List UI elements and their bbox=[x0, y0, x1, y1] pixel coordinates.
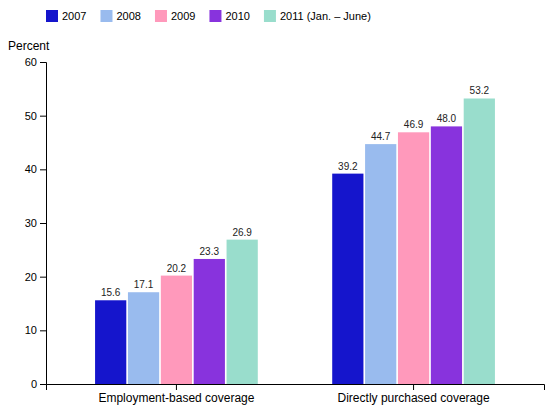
chart: 0 10 20 30 40 50 60 Employment-based coverage Di… bbox=[0, 0, 560, 420]
bar bbox=[431, 126, 462, 384]
data-label: 44.7 bbox=[371, 131, 391, 142]
bar bbox=[95, 300, 126, 384]
bar bbox=[161, 276, 192, 384]
plot: 0 10 20 30 40 50 60 Employment-based coverage Di… bbox=[25, 56, 545, 405]
y-tick-label: 0 bbox=[31, 378, 37, 390]
x-tick-label: Employment-based coverage bbox=[98, 391, 254, 405]
y-tick-label: 40 bbox=[25, 163, 37, 175]
legend-item: 2011 (Jan. – June) bbox=[264, 10, 371, 22]
legend-label: 2010 bbox=[225, 10, 249, 22]
bar bbox=[128, 292, 159, 384]
legend-swatch bbox=[46, 10, 58, 22]
data-label: 17.1 bbox=[134, 279, 154, 290]
y-tick-mark bbox=[40, 169, 46, 170]
x-tick-label: Directly purchased coverage bbox=[338, 391, 490, 405]
y-tick-mark bbox=[40, 384, 46, 385]
x-tick-mark bbox=[413, 384, 414, 390]
x-tick: Employment-based coverage bbox=[98, 384, 254, 405]
y-tick-label: 10 bbox=[25, 324, 37, 336]
data-label: 15.6 bbox=[101, 287, 121, 298]
legend-item: 2008 bbox=[100, 10, 140, 22]
y-tick: 10 bbox=[25, 324, 46, 336]
legend-label: 2008 bbox=[116, 10, 140, 22]
data-label: 26.9 bbox=[232, 227, 252, 238]
bar bbox=[365, 144, 396, 384]
x-tick: Directly purchased coverage bbox=[338, 384, 490, 405]
data-label: 23.3 bbox=[200, 246, 220, 257]
bar bbox=[194, 259, 225, 384]
bar bbox=[332, 174, 363, 384]
data-label: 20.2 bbox=[167, 263, 187, 274]
y-tick-label: 30 bbox=[25, 217, 37, 229]
y-tick-label: 20 bbox=[25, 271, 37, 283]
bar bbox=[398, 132, 429, 384]
bar bbox=[227, 240, 258, 384]
y-tick: 60 bbox=[25, 56, 46, 68]
legend: 2007 2008 2009 2010 2011 (Jan. – June) bbox=[46, 10, 371, 22]
x-axis: Employment-based coverage Directly purcha… bbox=[47, 384, 545, 405]
y-tick-label: 50 bbox=[25, 110, 37, 122]
y-tick: 50 bbox=[25, 110, 46, 122]
data-label: 53.2 bbox=[470, 85, 490, 96]
legend-swatch bbox=[155, 10, 167, 22]
bar bbox=[464, 98, 495, 384]
legend-swatch bbox=[264, 10, 276, 22]
y-tick: 0 bbox=[31, 378, 46, 390]
y-axis: 0 10 20 30 40 50 60 bbox=[25, 56, 47, 390]
y-tick-mark bbox=[40, 277, 46, 278]
data-label: 48.0 bbox=[437, 113, 457, 124]
y-tick: 30 bbox=[25, 217, 46, 229]
y-axis-line bbox=[40, 63, 47, 385]
y-tick-mark bbox=[40, 330, 46, 331]
y-tick-mark bbox=[40, 223, 46, 224]
y-tick-mark bbox=[40, 62, 46, 63]
bars bbox=[95, 98, 495, 384]
legend-label: 2009 bbox=[171, 10, 195, 22]
legend-swatch bbox=[100, 10, 112, 22]
legend-item: 2009 bbox=[155, 10, 195, 22]
y-tick-label: 60 bbox=[25, 56, 37, 68]
x-axis-line bbox=[47, 385, 545, 391]
legend-item: 2007 bbox=[46, 10, 86, 22]
y-axis-title: Percent bbox=[8, 39, 50, 53]
legend-label: 2007 bbox=[62, 10, 86, 22]
y-tick: 20 bbox=[25, 271, 46, 283]
legend-swatch bbox=[209, 10, 221, 22]
y-tick-mark bbox=[40, 116, 46, 117]
legend-item: 2010 bbox=[209, 10, 249, 22]
data-label: 39.2 bbox=[338, 161, 358, 172]
legend-label: 2011 (Jan. – June) bbox=[280, 10, 371, 22]
data-label: 46.9 bbox=[404, 119, 424, 130]
y-tick: 40 bbox=[25, 163, 46, 175]
data-labels: 15.6 39.2 17.1 44.7 20.2 46.9 23.3 48.0 26.9 53.2 bbox=[101, 85, 490, 298]
x-tick-mark bbox=[176, 384, 177, 390]
